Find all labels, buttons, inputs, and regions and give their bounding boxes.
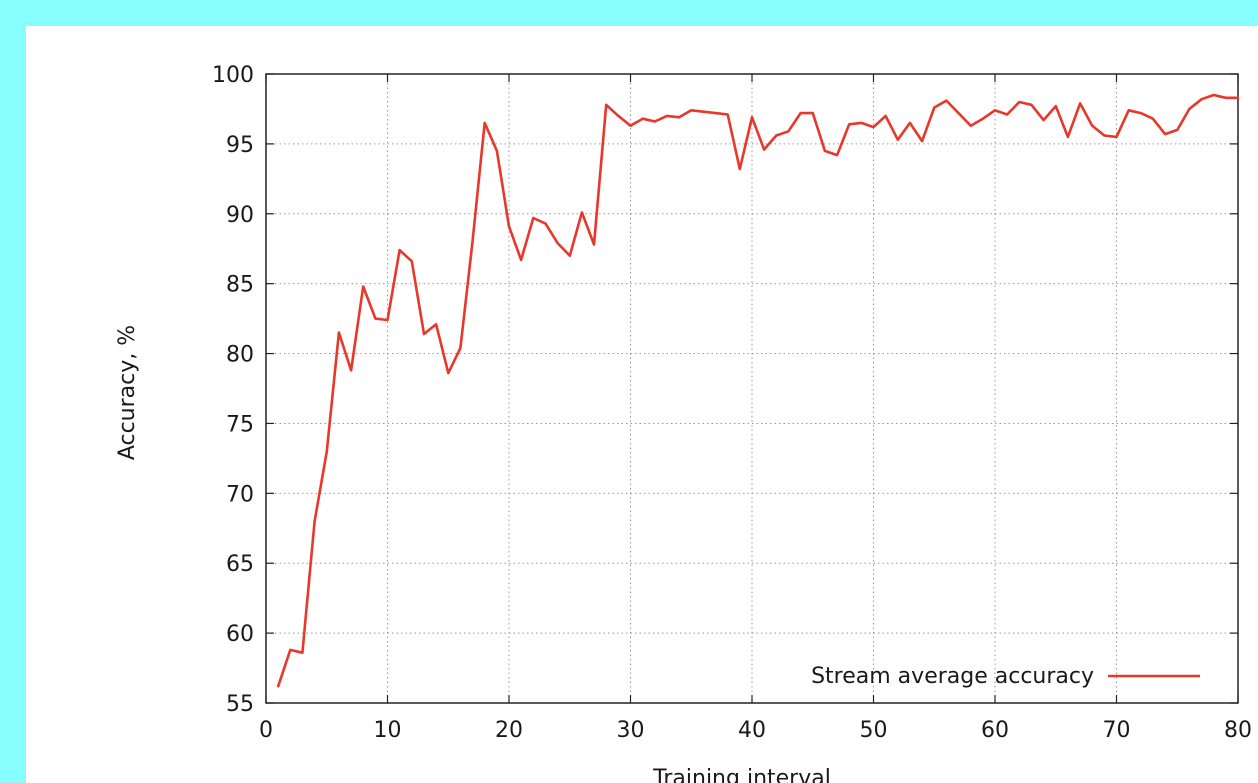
y-tick-label: 90: [226, 203, 254, 228]
grid-lines: [266, 74, 1238, 703]
x-tick-label: 10: [374, 718, 402, 743]
y-tick-label: 75: [226, 412, 254, 437]
plot-frame: [265, 73, 1239, 704]
y-axis-label: Accuracy, %: [115, 325, 140, 460]
x-tick-label: 30: [617, 718, 645, 743]
chart-panel: 55 60 65 70 75 80 85 90 95 100 0 10 20 30 40 50 60 70 80 …: [26, 26, 1258, 783]
x-tick-label: 60: [981, 718, 1009, 743]
y-tick-label: 80: [226, 343, 254, 368]
x-tick-label: 50: [860, 718, 888, 743]
y-tick-label: 65: [226, 552, 254, 577]
x-tick-label: 0: [259, 718, 273, 743]
y-tick-label: 55: [226, 692, 254, 717]
legend: Stream average accuracy: [811, 664, 1200, 689]
y-tick-label: 95: [226, 133, 254, 158]
y-tick-label: 60: [226, 622, 254, 647]
x-tick-label: 20: [495, 718, 523, 743]
y-tick-label: 85: [226, 273, 254, 298]
x-tick-labels: 0 10 20 30 40 50 60 70 80: [259, 718, 1252, 743]
x-axis-label: Training interval: [652, 766, 831, 783]
x-tick-label: 80: [1224, 718, 1252, 743]
x-tick-label: 40: [738, 718, 766, 743]
axis-ticks: [265, 73, 1239, 704]
y-tick-label: 100: [212, 63, 254, 88]
legend-label: Stream average accuracy: [811, 664, 1094, 689]
series-layer: [276, 93, 1240, 688]
y-tick-labels: 55 60 65 70 75 80 85 90 95 100: [212, 63, 254, 717]
y-tick-label: 70: [226, 482, 254, 507]
x-tick-label: 70: [1103, 718, 1131, 743]
series-line: [276, 93, 1240, 688]
